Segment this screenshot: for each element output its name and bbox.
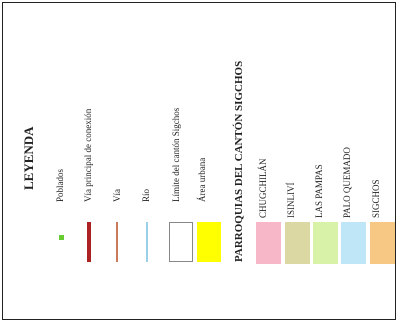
poblados-point-icon xyxy=(59,235,64,240)
chugchilan-swatch xyxy=(256,222,281,264)
parish-label-sigchos: SIGCHOS xyxy=(371,179,381,218)
legend-label-via-principal: Vía principal de conexión xyxy=(83,108,93,202)
area-urbana-swatch xyxy=(197,222,221,262)
sigchos-swatch xyxy=(370,222,395,264)
legend-label-limite: Límite del cantón Sigchos xyxy=(171,107,181,202)
legend-label-area-urbana: Área urbana xyxy=(197,157,207,202)
isinlivi-swatch xyxy=(285,222,310,264)
parish-label-las-pampas: LAS PAMPAS xyxy=(314,164,324,218)
legend-frame xyxy=(2,2,396,320)
via-line-icon xyxy=(116,222,118,262)
parish-label-palo-quemado: PALO QUEMADO xyxy=(342,147,352,218)
rio-line-icon xyxy=(146,222,148,262)
legend-label-rio: Río xyxy=(141,188,151,202)
parish-label-chugchilan: CHUGCHILÁN xyxy=(258,158,268,219)
palo-quemado-swatch xyxy=(341,222,366,264)
limite-polygon-swatch xyxy=(169,222,193,262)
parishes-title: PARROQUIAS DEL CANTÓN SIGCHOS xyxy=(233,60,245,262)
via-principal-line-icon xyxy=(87,222,91,262)
legend-label-via: Vía xyxy=(112,189,122,202)
legend-label-poblados: Poblados xyxy=(55,168,65,202)
legend-title: LEYENDA xyxy=(21,126,36,190)
parish-label-isinlivi: ISINLIVÍ xyxy=(286,182,296,219)
las-pampas-swatch xyxy=(313,222,338,264)
